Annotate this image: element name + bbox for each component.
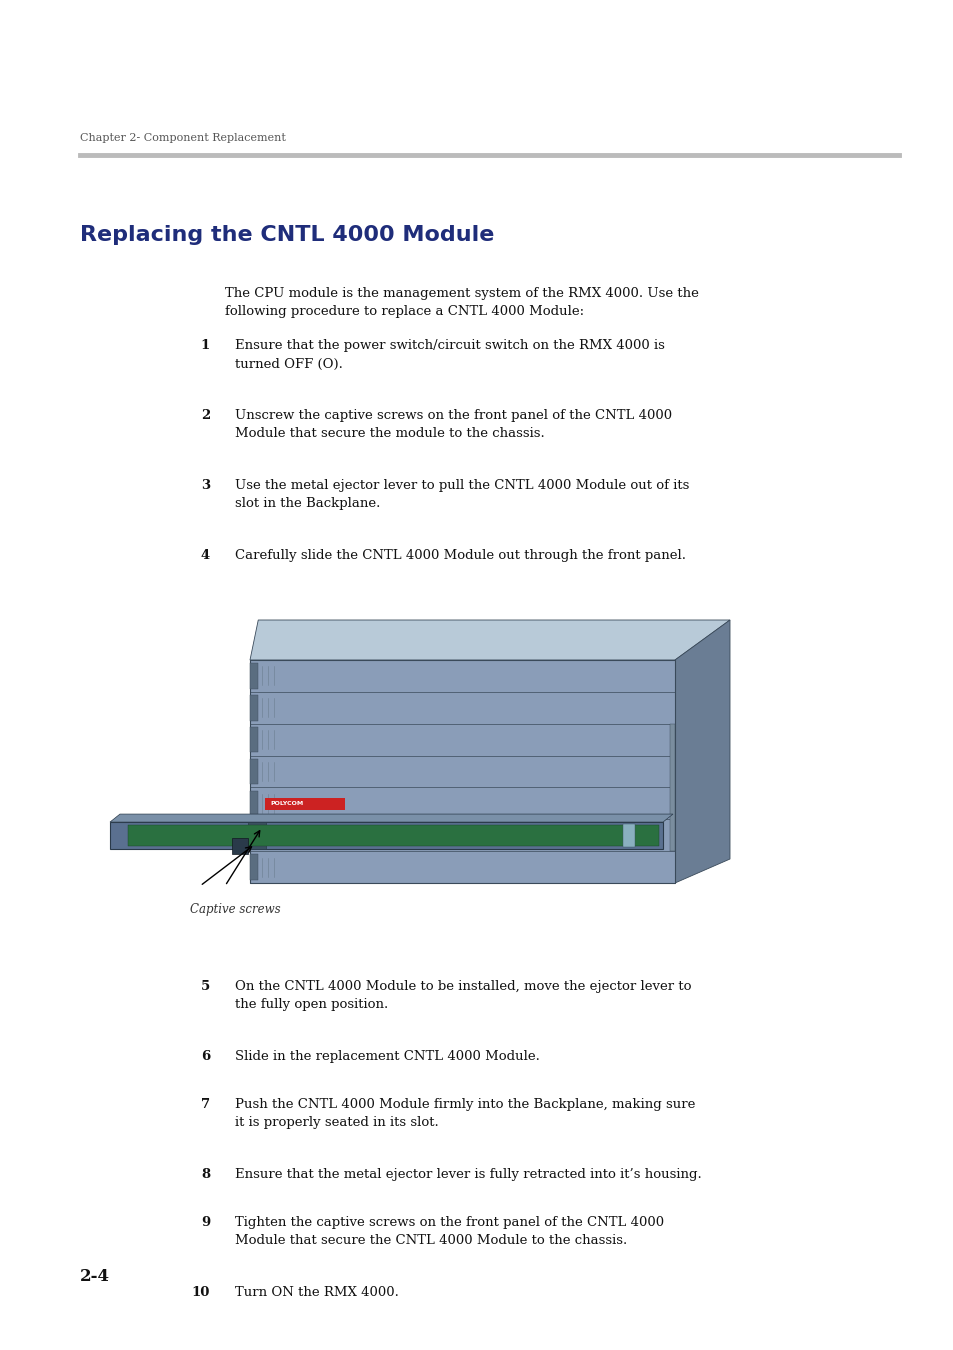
Text: 6: 6 [200,1050,210,1062]
Bar [250,726,257,752]
Text: Chapter 2- Component Replacement: Chapter 2- Component Replacement [80,134,286,143]
Text: Tighten the captive screws on the front panel of the CNTL 4000
Module that secur: Tighten the captive screws on the front … [234,1216,663,1247]
Bar [248,822,266,849]
Bar [250,663,257,688]
Text: 2: 2 [200,409,210,423]
Text: Captive screws: Captive screws [190,903,280,917]
Polygon shape [250,620,729,660]
Bar [232,838,248,855]
Bar [265,798,345,810]
Bar [250,660,675,883]
Text: Unscrew the captive screws on the front panel of the CNTL 4000
Module that secur: Unscrew the captive screws on the front … [234,409,672,440]
Text: 2-4: 2-4 [80,1268,110,1285]
Bar [250,695,257,721]
Text: 4: 4 [200,549,210,562]
Bar [250,855,257,880]
Text: The CPU module is the management system of the RMX 4000. Use the
following proce: The CPU module is the management system … [225,288,699,319]
Text: On the CNTL 4000 Module to be installed, move the ejector lever to
the fully ope: On the CNTL 4000 Module to be installed,… [234,980,691,1011]
Text: Use the metal ejector lever to pull the CNTL 4000 Module out of its
slot in the : Use the metal ejector lever to pull the … [234,479,689,510]
Bar [250,822,257,848]
Text: 5: 5 [200,980,210,994]
Text: 9: 9 [200,1216,210,1229]
Text: POLYCOM: POLYCOM [270,802,303,806]
Bar [622,824,635,848]
Bar [128,825,659,846]
Text: Replacing the CNTL 4000 Module: Replacing the CNTL 4000 Module [80,225,494,244]
Text: 10: 10 [192,1287,210,1299]
Text: Carefully slide the CNTL 4000 Module out through the front panel.: Carefully slide the CNTL 4000 Module out… [234,549,685,562]
Bar [110,822,662,849]
Bar [250,759,257,784]
Text: 7: 7 [201,1098,210,1111]
Polygon shape [110,814,672,822]
Text: Ensure that the metal ejector lever is fully retracted into it’s housing.: Ensure that the metal ejector lever is f… [234,1168,701,1181]
Text: Push the CNTL 4000 Module firmly into the Backplane, making sure
it is properly : Push the CNTL 4000 Module firmly into th… [234,1098,695,1130]
Text: Ensure that the power switch/circuit switch on the RMX 4000 is
turned OFF (O).: Ensure that the power switch/circuit swi… [234,339,664,370]
Text: 1: 1 [200,339,210,352]
Bar [250,791,257,817]
Polygon shape [675,620,729,883]
Text: 8: 8 [201,1168,210,1181]
Text: Turn ON the RMX 4000.: Turn ON the RMX 4000. [234,1287,398,1299]
Text: Slide in the replacement CNTL 4000 Module.: Slide in the replacement CNTL 4000 Modul… [234,1050,539,1062]
Text: 3: 3 [201,479,210,491]
Bar [669,724,675,850]
